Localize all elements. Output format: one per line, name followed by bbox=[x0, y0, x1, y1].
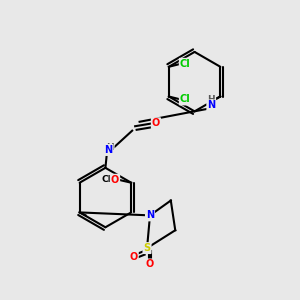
Text: O: O bbox=[146, 260, 154, 269]
Text: Cl: Cl bbox=[180, 94, 190, 104]
Text: CH₃: CH₃ bbox=[101, 175, 120, 184]
Text: N: N bbox=[207, 100, 215, 110]
Text: N: N bbox=[146, 210, 154, 220]
Text: S: S bbox=[143, 243, 151, 253]
Text: O: O bbox=[152, 118, 160, 128]
Text: O: O bbox=[130, 252, 138, 262]
Text: N: N bbox=[104, 145, 112, 155]
Text: H: H bbox=[106, 142, 114, 152]
Text: Cl: Cl bbox=[180, 59, 190, 69]
Text: O: O bbox=[111, 175, 119, 185]
Text: H: H bbox=[208, 95, 215, 104]
